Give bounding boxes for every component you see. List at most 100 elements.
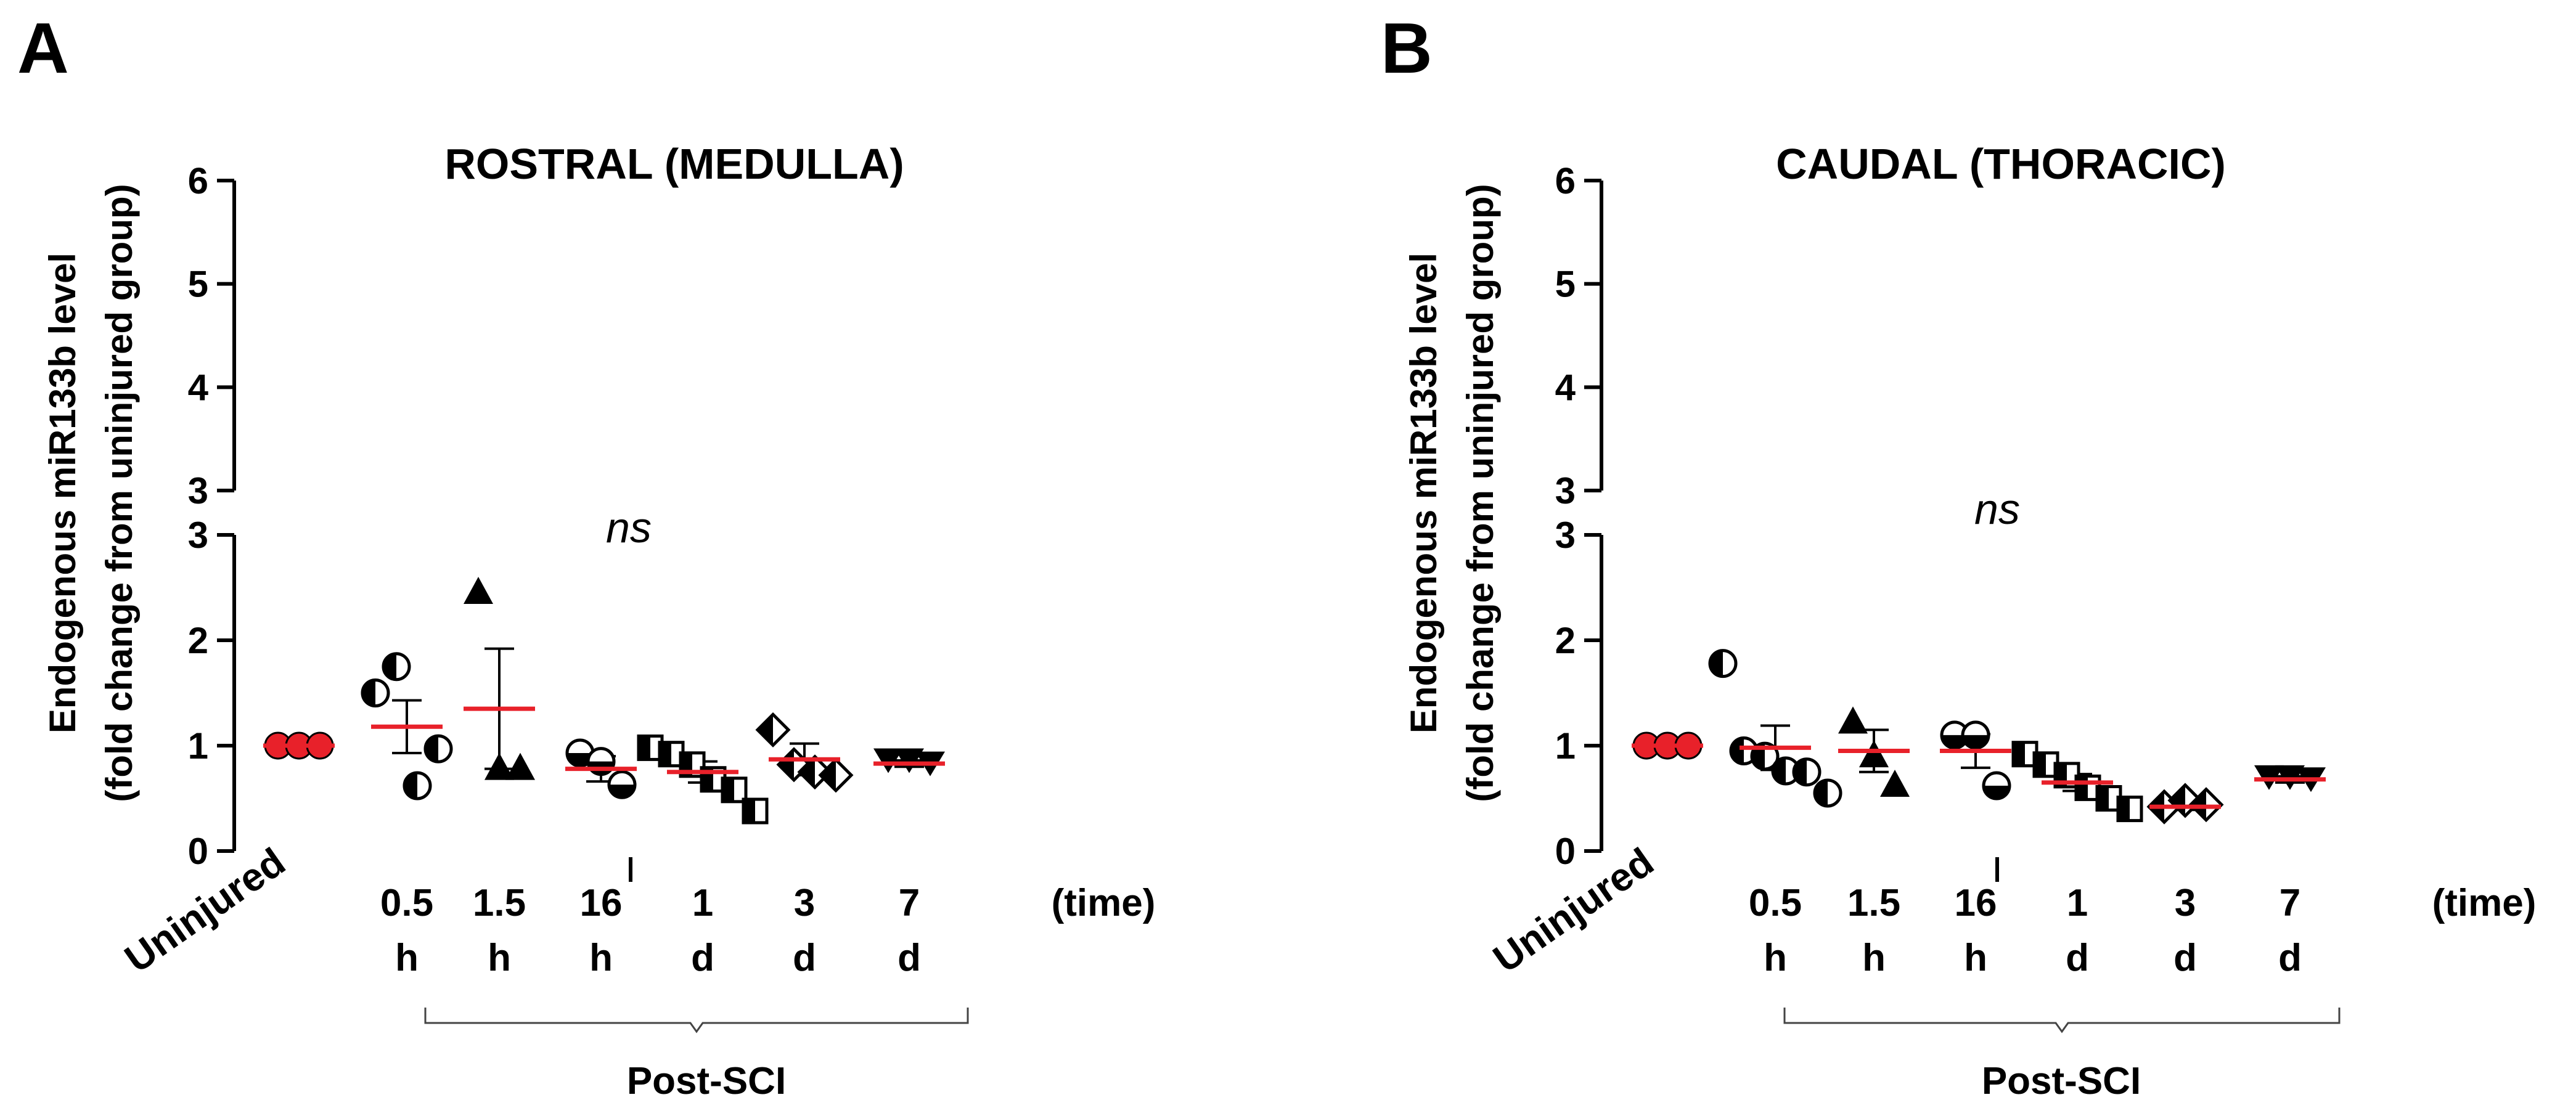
y-tick-label: 2 (188, 620, 208, 661)
y-tick-label: 3 (1555, 470, 1576, 511)
data-point (423, 734, 453, 764)
significance-label: ns (606, 503, 652, 552)
marker-fill (383, 653, 396, 680)
chart-title: ROSTRAL (MEDULLA) (444, 140, 904, 188)
data-point (742, 797, 769, 825)
data-point (721, 776, 748, 804)
marker-fill (362, 680, 375, 706)
post-sci-bracket (424, 1008, 969, 1033)
marker-fill (2118, 797, 2130, 821)
marker-fill (2076, 776, 2088, 800)
marker-fill (425, 736, 438, 762)
marker-fill (743, 799, 755, 823)
marker-fill (1773, 758, 1786, 784)
x-tick-label: 3 (2175, 882, 2196, 924)
axes: 3 4 5 6 0 1 2 3 (188, 160, 969, 1033)
x-axis-suffix: (time) (1052, 882, 1156, 924)
data-point (1838, 706, 1868, 734)
panel-label: B (1381, 8, 1433, 88)
data-point (1771, 756, 1801, 786)
x-tick-label: 3 (794, 882, 815, 924)
x-tick-label: 0.5 (380, 882, 433, 924)
data-point (505, 752, 535, 780)
data-point (1982, 771, 2011, 800)
data-point (1880, 769, 1910, 797)
data-point (607, 770, 637, 799)
x-tick-unit: d (691, 937, 714, 979)
x-tick-label: 0.5 (1749, 882, 1802, 924)
marker-shape (1880, 769, 1910, 797)
x-tick-label: 7 (899, 882, 920, 924)
data-point (1792, 757, 1822, 787)
x-tick-unit: d (898, 937, 921, 979)
data-point (797, 754, 833, 790)
y-tick-label: 3 (1555, 515, 1576, 556)
marker-fill (1731, 738, 1744, 764)
y-axis-label-line2: (fold change from uninjured group) (99, 184, 140, 802)
x-tick-unit: h (395, 937, 419, 979)
data-point (1859, 740, 1889, 768)
data-point (1708, 649, 1738, 678)
marker-shape (873, 748, 903, 773)
y-axis-label-line1: Endogenous miR133b level (42, 253, 83, 733)
x-tick-unit: d (2173, 937, 2197, 979)
y-tick-label: 3 (188, 515, 208, 556)
y-tick-label: 4 (188, 367, 209, 408)
marker-shape (464, 577, 493, 605)
x-tick-label: 1 (2067, 882, 2088, 924)
y-tick-label: 2 (1555, 620, 1576, 661)
y-tick-label: 5 (1555, 264, 1576, 305)
chart-title: CAUDAL (THORACIC) (1776, 140, 2226, 188)
x-tick-unit: d (793, 937, 816, 979)
y-tick-label: 6 (188, 160, 208, 202)
marker-fill (609, 784, 635, 798)
marker-fill (2034, 752, 2046, 776)
marker-shape (894, 748, 924, 773)
marker-fill (404, 772, 417, 799)
marker-fill (722, 778, 734, 802)
marker-fill (1794, 759, 1807, 785)
y-tick-label: 5 (188, 264, 208, 305)
y-tick-label: 3 (188, 470, 208, 511)
data-point (485, 752, 514, 780)
y-tick-label: 0 (188, 831, 208, 872)
axes: 3 4 5 6 0 1 2 3 (1555, 160, 2341, 1033)
data-point (873, 748, 903, 773)
panel-a: A ROSTRAL (MEDULLA) Endogenous miR133b l… (17, 8, 1155, 1102)
data-points (1632, 649, 2326, 825)
data-point (403, 771, 432, 800)
marker-fill (567, 752, 593, 766)
x-tick-label: 1 (692, 882, 713, 924)
y-axis-label-line2: (fold change from uninjured group) (1460, 184, 1501, 802)
x-tick-unit: h (589, 937, 613, 979)
y-tick-label: 4 (1555, 367, 1576, 408)
x-tick-label: 7 (2280, 882, 2300, 924)
marker-fill (779, 749, 794, 780)
marker-shape (505, 752, 535, 780)
data-point (382, 652, 411, 682)
data-point (894, 748, 924, 773)
marker-fill (639, 736, 650, 760)
marker-fill (1942, 735, 1968, 748)
marker-fill (1815, 780, 1828, 806)
data-point (818, 757, 854, 793)
marker-fill (820, 759, 836, 791)
x-tick-unit: h (1862, 937, 1886, 979)
data-point (1729, 736, 1759, 766)
marker-shape (1859, 740, 1889, 768)
marker-fill (758, 714, 773, 746)
x-tick-unit: d (2278, 937, 2302, 979)
marker-fill (660, 742, 671, 766)
y-tick-label: 0 (1555, 831, 1576, 872)
data-point (2116, 796, 2143, 823)
y-axis-label-line1: Endogenous miR133b level (1403, 253, 1444, 733)
post-sci-label: Post-SCI (627, 1060, 786, 1102)
data-point (637, 734, 664, 761)
data-point (464, 577, 493, 605)
panel-b: B CAUDAL (THORACIC) Endogenous miR133b l… (1381, 8, 2536, 1102)
post-sci-bracket (1783, 1008, 2341, 1033)
panel-label: A (17, 8, 69, 88)
